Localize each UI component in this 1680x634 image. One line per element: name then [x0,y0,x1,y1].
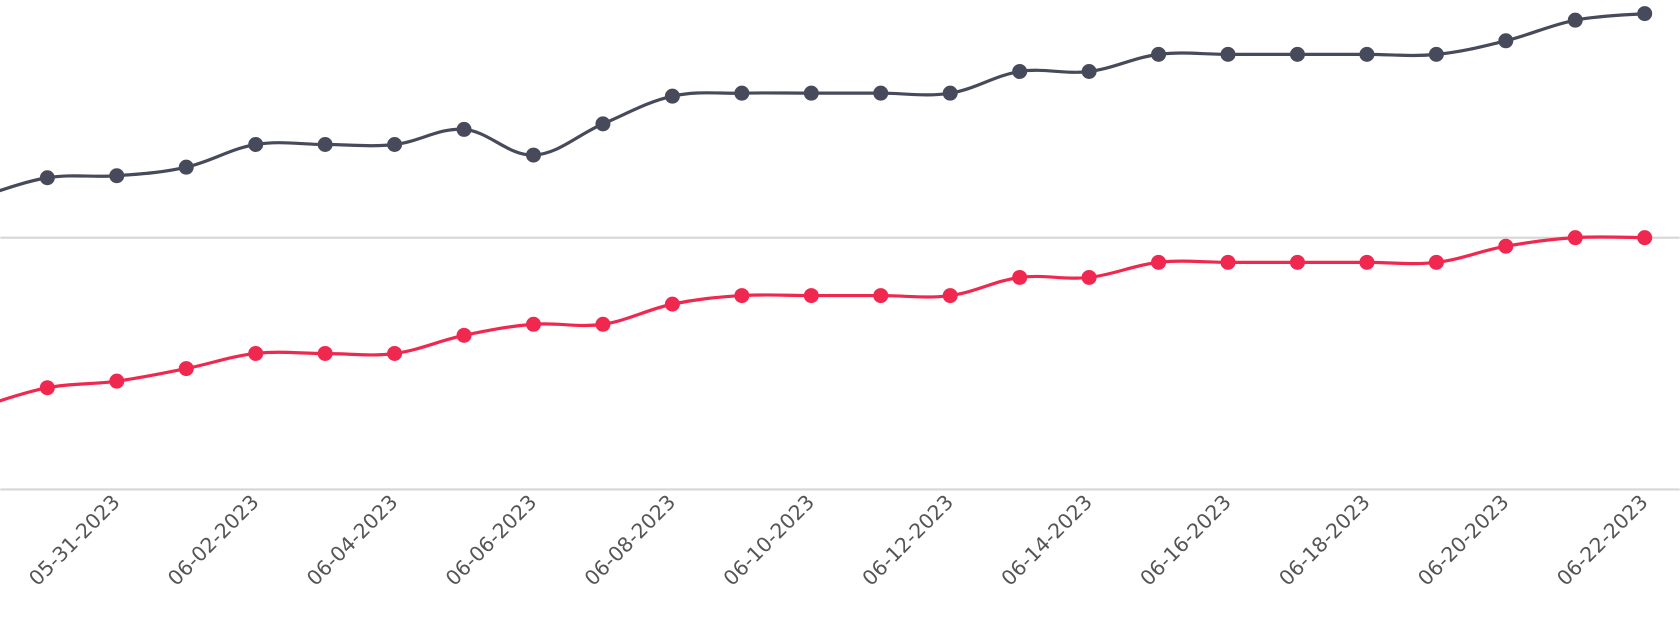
data-point [1498,33,1514,49]
x-tick-label: 06-16-2023 [1135,490,1236,591]
data-point [1081,269,1097,285]
data-point [803,85,819,101]
data-point [317,137,333,153]
data-point [1428,254,1444,270]
x-tick-label: 06-10-2023 [719,490,820,591]
data-point [803,288,819,304]
data-point [1498,238,1514,254]
data-point [1428,46,1444,62]
data-point [1220,46,1236,62]
data-point [1567,230,1583,246]
x-tick-label: 06-14-2023 [996,490,1097,591]
data-point [525,147,541,163]
series-line [0,235,1645,403]
data-point [525,316,541,332]
data-point [1289,46,1305,62]
data-point [873,288,889,304]
x-tick-label: 06-02-2023 [163,490,264,591]
data-point [317,345,333,361]
series-line [0,11,1645,193]
data-point [734,85,750,101]
data-point [595,316,611,332]
x-tick-label: 06-22-2023 [1552,490,1653,591]
data-point [1359,254,1375,270]
x-tick-label: 06-04-2023 [302,490,403,591]
data-point [1151,46,1167,62]
data-point [664,88,680,104]
data-point [178,361,194,377]
data-point [248,345,264,361]
data-point [1081,64,1097,79]
data-point [39,380,55,396]
data-point [734,288,750,304]
x-tick-label: 06-06-2023 [441,490,542,591]
data-point [664,296,680,312]
data-point [39,170,55,186]
data-point [1220,254,1236,270]
data-point [109,373,125,389]
data-point [109,168,125,184]
data-point [178,159,194,175]
data-point [387,137,403,153]
data-point [873,85,889,101]
data-point [248,137,264,153]
x-tick-label: 05-31-2023 [24,490,125,591]
x-tick-label: 06-20-2023 [1413,490,1514,591]
data-point [1637,6,1653,22]
x-tick-label: 06-12-2023 [858,490,959,591]
data-point [456,121,472,137]
data-point [1289,254,1305,270]
data-point [595,116,611,132]
data-point [456,327,472,343]
data-point [942,85,958,101]
data-point [942,288,958,304]
x-tick-label: 06-18-2023 [1274,490,1375,591]
data-point [1637,230,1653,246]
data-point [1012,64,1028,79]
data-point [1567,12,1583,28]
x-tick-label: 06-08-2023 [580,490,681,591]
data-point [387,345,403,361]
data-point [1151,254,1167,270]
data-point [1359,46,1375,62]
data-point [1012,269,1028,285]
